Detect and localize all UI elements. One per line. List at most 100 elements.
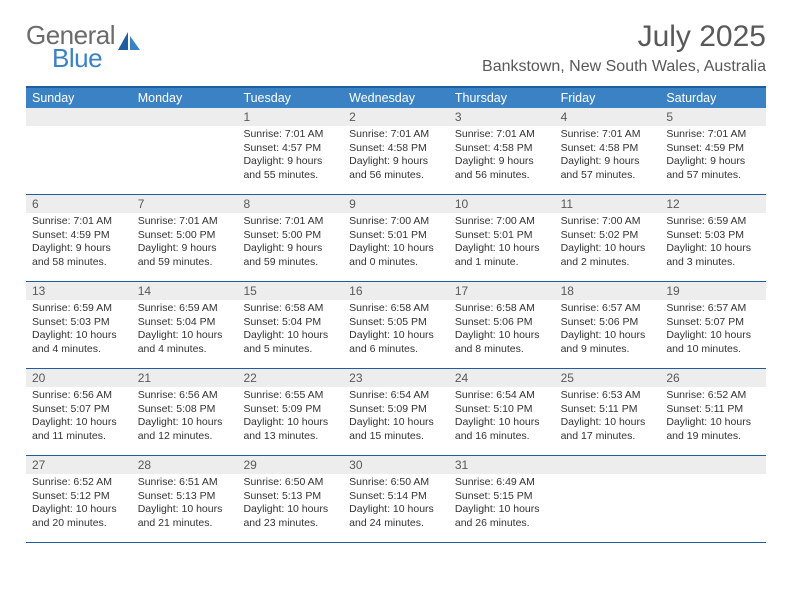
day-detail-line: Daylight: 10 hours (561, 416, 655, 430)
day-detail-line: and 13 minutes. (243, 430, 337, 444)
day-header-mon: Monday (132, 88, 238, 108)
day-detail-line: Daylight: 10 hours (349, 416, 443, 430)
day-detail-line: and 24 minutes. (349, 517, 443, 531)
day-detail-line: Sunrise: 7:00 AM (561, 215, 655, 229)
calendar-cell: 24Sunrise: 6:54 AMSunset: 5:10 PMDayligh… (449, 369, 555, 455)
day-details: Sunrise: 6:54 AMSunset: 5:09 PMDaylight:… (343, 387, 449, 449)
calendar-cell: 23Sunrise: 6:54 AMSunset: 5:09 PMDayligh… (343, 369, 449, 455)
day-header-fri: Friday (555, 88, 661, 108)
day-number: 30 (343, 456, 449, 474)
day-detail-line: Sunrise: 6:59 AM (32, 302, 126, 316)
day-detail-line: Sunrise: 6:54 AM (455, 389, 549, 403)
day-details: Sunrise: 6:51 AMSunset: 5:13 PMDaylight:… (132, 474, 238, 536)
day-number: 15 (237, 282, 343, 300)
day-detail-line: Sunset: 5:00 PM (138, 229, 232, 243)
day-number: 31 (449, 456, 555, 474)
day-detail-line: Daylight: 9 hours (455, 155, 549, 169)
day-number: 10 (449, 195, 555, 213)
day-detail-line: Sunrise: 6:53 AM (561, 389, 655, 403)
day-number: 11 (555, 195, 661, 213)
day-details: Sunrise: 7:01 AMSunset: 5:00 PMDaylight:… (132, 213, 238, 275)
day-detail-line: and 10 minutes. (666, 343, 760, 357)
day-details: Sunrise: 7:01 AMSunset: 4:59 PMDaylight:… (26, 213, 132, 275)
day-detail-line: Daylight: 10 hours (243, 503, 337, 517)
day-detail-line: Sunset: 5:05 PM (349, 316, 443, 330)
calendar-cell: 28Sunrise: 6:51 AMSunset: 5:13 PMDayligh… (132, 456, 238, 542)
day-detail-line: Sunset: 5:03 PM (666, 229, 760, 243)
calendar-cell: 13Sunrise: 6:59 AMSunset: 5:03 PMDayligh… (26, 282, 132, 368)
day-detail-line: and 59 minutes. (243, 256, 337, 270)
day-number: 8 (237, 195, 343, 213)
day-detail-line: Sunset: 5:04 PM (243, 316, 337, 330)
day-detail-line: Sunset: 5:06 PM (455, 316, 549, 330)
day-detail-line: and 3 minutes. (666, 256, 760, 270)
day-detail-line: and 56 minutes. (455, 169, 549, 183)
day-detail-line: and 0 minutes. (349, 256, 443, 270)
calendar-cell (26, 108, 132, 194)
day-detail-line: Sunrise: 6:57 AM (666, 302, 760, 316)
day-detail-line: Daylight: 10 hours (666, 416, 760, 430)
day-details: Sunrise: 6:53 AMSunset: 5:11 PMDaylight:… (555, 387, 661, 449)
day-detail-line: and 57 minutes. (561, 169, 655, 183)
day-detail-line: and 4 minutes. (32, 343, 126, 357)
day-detail-line: and 1 minute. (455, 256, 549, 270)
day-number: 12 (660, 195, 766, 213)
calendar-cell: 5Sunrise: 7:01 AMSunset: 4:59 PMDaylight… (660, 108, 766, 194)
calendar-cell: 6Sunrise: 7:01 AMSunset: 4:59 PMDaylight… (26, 195, 132, 281)
calendar-cell: 14Sunrise: 6:59 AMSunset: 5:04 PMDayligh… (132, 282, 238, 368)
day-detail-line: Sunset: 5:01 PM (455, 229, 549, 243)
day-number: 17 (449, 282, 555, 300)
day-detail-line: Daylight: 10 hours (455, 503, 549, 517)
day-detail-line: Daylight: 9 hours (243, 155, 337, 169)
day-number: 22 (237, 369, 343, 387)
day-detail-line: Sunrise: 7:01 AM (455, 128, 549, 142)
location-subtitle: Bankstown, New South Wales, Australia (482, 58, 766, 76)
day-detail-line: Sunset: 5:15 PM (455, 490, 549, 504)
day-number: 29 (237, 456, 343, 474)
day-detail-line: Sunset: 4:59 PM (666, 142, 760, 156)
day-detail-line: Daylight: 9 hours (349, 155, 443, 169)
day-detail-line: Daylight: 10 hours (561, 329, 655, 343)
day-detail-line: Sunrise: 6:57 AM (561, 302, 655, 316)
day-detail-line: Sunrise: 6:54 AM (349, 389, 443, 403)
day-detail-line: and 17 minutes. (561, 430, 655, 444)
day-detail-line: and 56 minutes. (349, 169, 443, 183)
day-detail-line: Daylight: 10 hours (455, 416, 549, 430)
calendar-cell: 25Sunrise: 6:53 AMSunset: 5:11 PMDayligh… (555, 369, 661, 455)
calendar-cell: 2Sunrise: 7:01 AMSunset: 4:58 PMDaylight… (343, 108, 449, 194)
day-detail-line: Sunrise: 6:49 AM (455, 476, 549, 490)
day-detail-line: Sunset: 4:58 PM (561, 142, 655, 156)
day-detail-line: Sunrise: 6:50 AM (243, 476, 337, 490)
week-row: 27Sunrise: 6:52 AMSunset: 5:12 PMDayligh… (26, 456, 766, 543)
day-details (555, 474, 661, 524)
day-detail-line: and 55 minutes. (243, 169, 337, 183)
day-detail-line: Sunrise: 7:01 AM (243, 215, 337, 229)
day-details: Sunrise: 6:56 AMSunset: 5:08 PMDaylight:… (132, 387, 238, 449)
day-detail-line: Sunrise: 6:56 AM (138, 389, 232, 403)
day-detail-line: Sunset: 5:14 PM (349, 490, 443, 504)
day-detail-line: Sunset: 5:04 PM (138, 316, 232, 330)
day-detail-line: Sunset: 5:11 PM (666, 403, 760, 417)
day-header-wed: Wednesday (343, 88, 449, 108)
calendar-cell: 10Sunrise: 7:00 AMSunset: 5:01 PMDayligh… (449, 195, 555, 281)
day-number: 3 (449, 108, 555, 126)
day-details: Sunrise: 6:50 AMSunset: 5:14 PMDaylight:… (343, 474, 449, 536)
week-row: 20Sunrise: 6:56 AMSunset: 5:07 PMDayligh… (26, 369, 766, 456)
calendar-cell: 29Sunrise: 6:50 AMSunset: 5:13 PMDayligh… (237, 456, 343, 542)
calendar-cell: 19Sunrise: 6:57 AMSunset: 5:07 PMDayligh… (660, 282, 766, 368)
day-detail-line: Sunrise: 6:51 AM (138, 476, 232, 490)
day-details: Sunrise: 6:58 AMSunset: 5:05 PMDaylight:… (343, 300, 449, 362)
day-details: Sunrise: 7:01 AMSunset: 4:59 PMDaylight:… (660, 126, 766, 188)
day-number: 28 (132, 456, 238, 474)
day-details: Sunrise: 6:58 AMSunset: 5:06 PMDaylight:… (449, 300, 555, 362)
day-detail-line: and 11 minutes. (32, 430, 126, 444)
day-details: Sunrise: 7:00 AMSunset: 5:01 PMDaylight:… (343, 213, 449, 275)
day-details: Sunrise: 7:00 AMSunset: 5:02 PMDaylight:… (555, 213, 661, 275)
day-detail-line: and 2 minutes. (561, 256, 655, 270)
day-number: 16 (343, 282, 449, 300)
day-detail-line: Daylight: 10 hours (138, 416, 232, 430)
calendar-cell: 18Sunrise: 6:57 AMSunset: 5:06 PMDayligh… (555, 282, 661, 368)
day-number: 4 (555, 108, 661, 126)
day-detail-line: Sunrise: 6:52 AM (666, 389, 760, 403)
day-header-sat: Saturday (660, 88, 766, 108)
